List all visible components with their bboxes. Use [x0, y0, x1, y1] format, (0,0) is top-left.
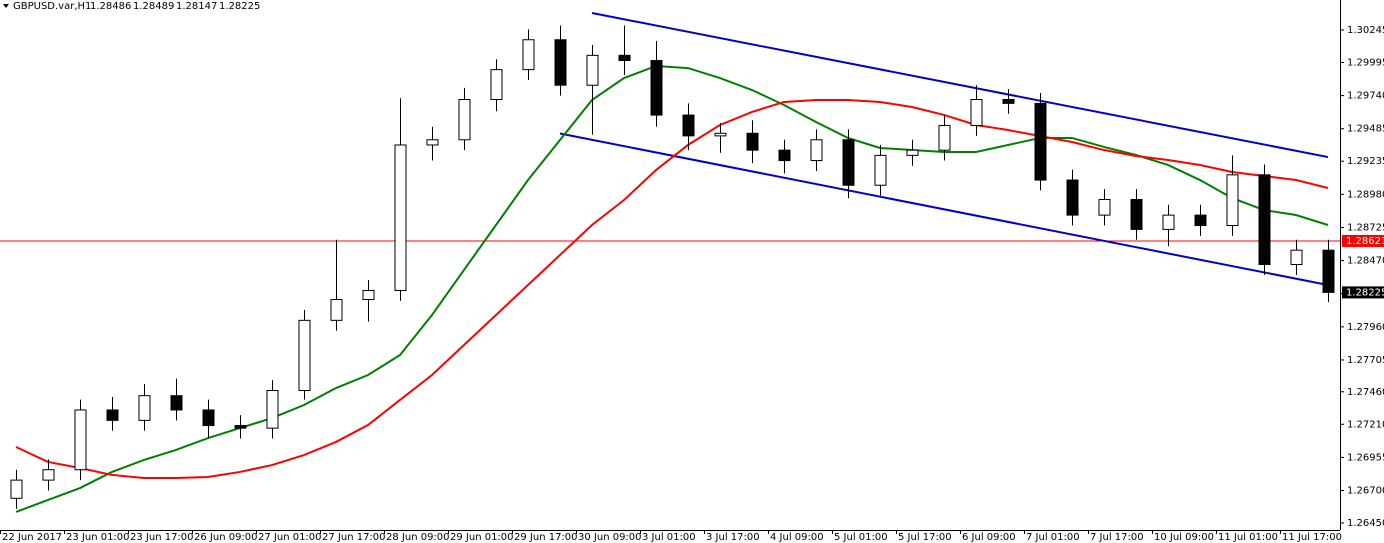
x-tick-label: 23 Jun 17:00 [130, 532, 194, 543]
y-tick-label: 1.26955 [1347, 452, 1384, 463]
candle-body [618, 54, 631, 62]
x-tick-label: 28 Jun 09:00 [386, 532, 450, 543]
symbol: GBPUSD.var,H1 [13, 1, 91, 12]
candle-body [170, 395, 183, 411]
x-tick-label: 29 Jun 17:00 [514, 532, 578, 543]
x-tick-label: 5 Jul 01:00 [834, 532, 888, 543]
candle-body [1002, 99, 1015, 104]
candle-body [458, 99, 471, 141]
x-tick-label: 30 Jun 09:00 [578, 532, 642, 543]
candle-body [1066, 179, 1079, 216]
x-tick-label: 10 Jul 09:00 [1154, 532, 1214, 543]
candle-body [554, 39, 567, 86]
candle-body [362, 289, 375, 301]
candle-body [1322, 249, 1335, 293]
candle-body [266, 389, 279, 429]
candle-body [714, 132, 727, 137]
x-tick-label: 4 Jul 09:00 [770, 532, 824, 543]
header-values: 1.28486 1.28489 1.28147 1.28225 [90, 1, 260, 12]
header-value: 1.28147 [176, 1, 217, 12]
candle-body [682, 114, 695, 137]
x-tick-label: 5 Jul 17:00 [898, 532, 952, 543]
y-tick-label: 1.29740 [1347, 91, 1384, 102]
candle-body [426, 139, 439, 146]
y-tick-label: 1.30245 [1347, 25, 1384, 36]
header-value: 1.28486 [90, 1, 131, 12]
candle-body [1034, 102, 1047, 181]
y-tick-label: 1.26700 [1347, 486, 1384, 497]
candle-body [1226, 174, 1239, 227]
y-tick-label: 1.27210 [1347, 419, 1384, 430]
x-tick-label: 11 Jul 17:00 [1282, 532, 1342, 543]
candle-body [234, 425, 247, 429]
candle-body [650, 60, 663, 116]
x-tick-label: 23 Jun 01:00 [66, 532, 130, 543]
plot [0, 12, 1340, 513]
candle-body [202, 409, 215, 427]
candle-body [490, 69, 503, 101]
candle-body [74, 409, 87, 471]
candle-body [1130, 199, 1143, 230]
y-tick-label: 1.27460 [1347, 387, 1384, 398]
candle-body [746, 132, 759, 151]
header-value: 1.28489 [133, 1, 174, 12]
candle-body [874, 154, 887, 186]
candle-body [842, 139, 855, 186]
candle-body [138, 395, 151, 421]
trend-channel-line [591, 12, 1329, 159]
last-price-label: 1.28225 [1346, 287, 1384, 298]
moving-average [15, 99, 1329, 480]
candle-body [970, 99, 983, 126]
candle-body [1098, 199, 1111, 216]
trend-channel-line [559, 132, 1329, 286]
candle-body [1194, 214, 1207, 227]
x-tick-label: 3 Jul 17:00 [706, 532, 760, 543]
x-tick-label: 22 Jun 2017 [2, 532, 62, 543]
y-tick-label: 1.28725 [1347, 222, 1384, 233]
x-tick-label: 26 Jun 09:00 [194, 532, 258, 543]
candle-body [778, 149, 791, 162]
x-tick-label: 29 Jun 01:00 [450, 532, 514, 543]
last-price-box [1342, 286, 1384, 299]
y-tick-label: 1.28980 [1347, 189, 1384, 200]
candle-body [1258, 174, 1271, 265]
menu-arrow[interactable] [3, 4, 9, 8]
candle-body [906, 149, 919, 156]
candle-body [394, 144, 407, 291]
candle-body [106, 409, 119, 421]
x-tick-label: 3 Jul 01:00 [642, 532, 696, 543]
hline-price-box [1342, 234, 1384, 247]
y-tick-label: 1.27960 [1347, 322, 1384, 333]
candle-body [522, 39, 535, 71]
hline-price-label: 1.28621 [1346, 236, 1384, 247]
x-tick-label: 27 Jun 17:00 [322, 532, 386, 543]
header-value: 1.28225 [219, 1, 260, 12]
candle-body [10, 479, 23, 499]
y-tick-label: 1.26450 [1347, 518, 1384, 529]
x-tick-label: 6 Jul 09:00 [962, 532, 1016, 543]
x-tick-label: 7 Jul 17:00 [1090, 532, 1144, 543]
y-tick-label: 1.27705 [1347, 355, 1384, 366]
x-tick-label: 7 Jul 01:00 [1026, 532, 1080, 543]
candle-body [586, 54, 599, 86]
candle-body [42, 469, 55, 481]
moving-average [15, 64, 1329, 513]
x-tick-label: 11 Jul 01:00 [1218, 532, 1278, 543]
candle-body [810, 139, 823, 162]
candle-body [330, 299, 343, 321]
candle-body [1162, 214, 1175, 230]
candle-body [1290, 249, 1303, 265]
x-tick-label: 27 Jun 01:00 [258, 532, 322, 543]
y-tick-label: 1.29485 [1347, 124, 1384, 135]
y-tick-label: 1.29995 [1347, 57, 1384, 68]
y-tick-label: 1.28470 [1347, 256, 1384, 267]
candle-body [298, 319, 311, 391]
y-tick-label: 1.29235 [1347, 156, 1384, 167]
candle-body [938, 124, 951, 151]
